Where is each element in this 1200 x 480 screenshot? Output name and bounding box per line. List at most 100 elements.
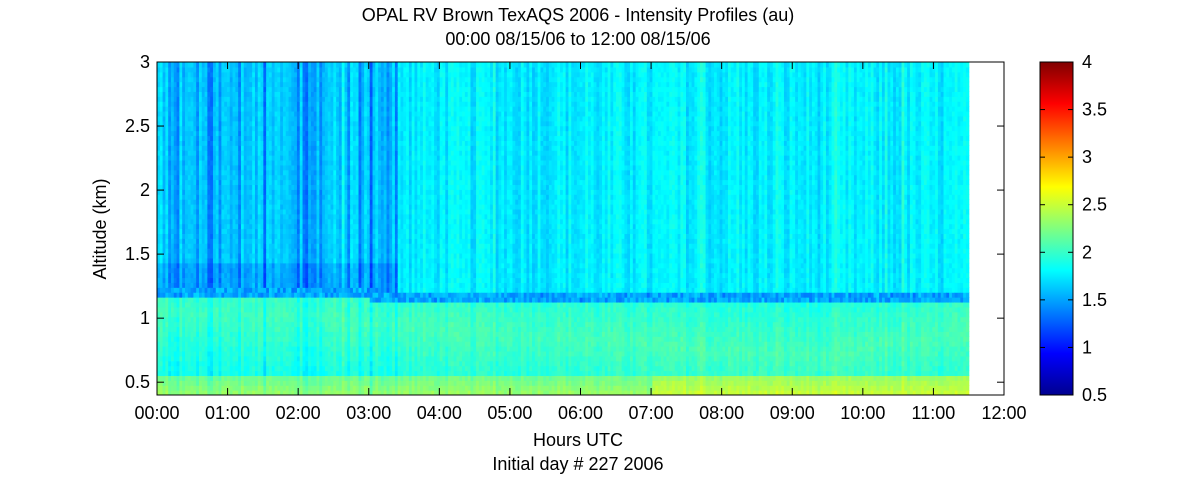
- heatmap-cell: [207, 306, 211, 313]
- heatmap-cell: [221, 150, 225, 156]
- heatmap-cell: [196, 375, 200, 381]
- heatmap-cell: [218, 150, 222, 156]
- heatmap-cell: [210, 321, 214, 328]
- heatmap-cell: [187, 243, 192, 249]
- heatmap-cell: [187, 194, 192, 200]
- heatmap-cell: [179, 91, 183, 97]
- heatmap-cell: [184, 297, 189, 303]
- heatmap-cell: [207, 204, 211, 210]
- heatmap-cell: [201, 233, 206, 239]
- heatmap-cell: [229, 257, 234, 264]
- heatmap-cell: [201, 169, 206, 176]
- heatmap-cell: [215, 306, 220, 313]
- heatmap-cell: [221, 208, 225, 215]
- heatmap-cell: [168, 238, 172, 244]
- heatmap-cell: [179, 336, 183, 342]
- heatmap-cell: [224, 91, 228, 97]
- heatmap-cell: [165, 179, 169, 186]
- heatmap-cell: [182, 355, 186, 362]
- heatmap-cell: [187, 91, 192, 97]
- heatmap-cell: [170, 316, 175, 323]
- heatmap-cell: [224, 140, 228, 146]
- heatmap-cell: [168, 86, 172, 92]
- heatmap-cell: [165, 346, 169, 352]
- heatmap-cell: [176, 355, 180, 362]
- heatmap-cell: [198, 375, 203, 381]
- heatmap-cell: [210, 331, 214, 337]
- heatmap-cell: [226, 155, 231, 161]
- heatmap-cell: [218, 267, 222, 274]
- heatmap-cell: [212, 91, 217, 97]
- heatmap-cell: [190, 360, 194, 367]
- heatmap-cell: [173, 365, 178, 372]
- heatmap-cell: [221, 179, 225, 186]
- heatmap-cell: [190, 145, 194, 151]
- heatmap-cell: [212, 208, 217, 215]
- heatmap-cell: [204, 179, 208, 186]
- heatmap-cell: [226, 213, 231, 220]
- heatmap-cell: [179, 199, 183, 205]
- heatmap-cell: [215, 252, 220, 259]
- heatmap-cell: [215, 380, 220, 386]
- heatmap-cell: [218, 204, 222, 210]
- heatmap-cell: [207, 164, 211, 171]
- heatmap-cell: [201, 390, 206, 395]
- heatmap-cell: [170, 223, 175, 230]
- heatmap-cell: [187, 71, 192, 78]
- heatmap-cell: [212, 297, 217, 303]
- heatmap-cell: [170, 81, 175, 88]
- heatmap-cell: [204, 115, 208, 122]
- heatmap-cell: [165, 86, 169, 92]
- heatmap-cell: [198, 71, 203, 78]
- heatmap-cell: [210, 248, 214, 254]
- heatmap-cell: [210, 375, 214, 381]
- heatmap-cell: [198, 321, 203, 328]
- heatmap-cell: [165, 243, 169, 249]
- heatmap-cell: [162, 140, 166, 146]
- heatmap-cell: [212, 169, 217, 176]
- heatmap-cell: [226, 71, 231, 78]
- heatmap-cell: [190, 297, 194, 303]
- heatmap-cell: [210, 316, 214, 323]
- heatmap-cell: [215, 331, 220, 337]
- heatmap-cell: [157, 208, 161, 215]
- heatmap-cell: [221, 174, 225, 181]
- heatmap-cell: [226, 326, 231, 332]
- heatmap-cell: [196, 331, 200, 337]
- heatmap-cell: [198, 336, 203, 342]
- heatmap-cell: [157, 346, 161, 352]
- heatmap-cell: [165, 110, 169, 117]
- heatmap-cell: [212, 120, 217, 127]
- heatmap-cell: [212, 306, 217, 313]
- heatmap-cell: [187, 355, 192, 362]
- heatmap-cell: [190, 66, 194, 73]
- heatmap-cell: [218, 155, 222, 161]
- heatmap-cell: [184, 218, 189, 225]
- chart-title: OPAL RV Brown TexAQS 2006 - Intensity Pr…: [362, 5, 795, 25]
- heatmap-cell: [182, 155, 186, 161]
- heatmap-cell: [184, 169, 189, 176]
- heatmap-cell: [218, 145, 222, 151]
- heatmap-cell: [212, 336, 217, 342]
- heatmap-cell: [229, 375, 234, 381]
- heatmap-cell: [170, 346, 175, 352]
- heatmap-cell: [184, 184, 189, 190]
- heatmap-cell: [218, 238, 222, 244]
- heatmap-cell: [215, 204, 220, 210]
- heatmap-cell: [170, 96, 175, 102]
- heatmap-cell: [173, 321, 178, 328]
- heatmap-cell: [204, 189, 208, 195]
- heatmap-cell: [190, 385, 194, 391]
- heatmap-cell: [201, 71, 206, 78]
- heatmap-cell: [207, 360, 211, 367]
- heatmap-cell: [218, 248, 222, 254]
- heatmap-cell: [193, 140, 197, 146]
- heatmap-cell: [193, 321, 197, 328]
- heatmap-cell: [224, 306, 228, 313]
- heatmap-cell: [162, 145, 166, 151]
- heatmap-cell: [173, 66, 178, 73]
- heatmap-cell: [176, 81, 180, 88]
- heatmap-cell: [207, 101, 211, 107]
- heatmap-cell: [182, 316, 186, 323]
- heatmap-cell: [198, 159, 203, 166]
